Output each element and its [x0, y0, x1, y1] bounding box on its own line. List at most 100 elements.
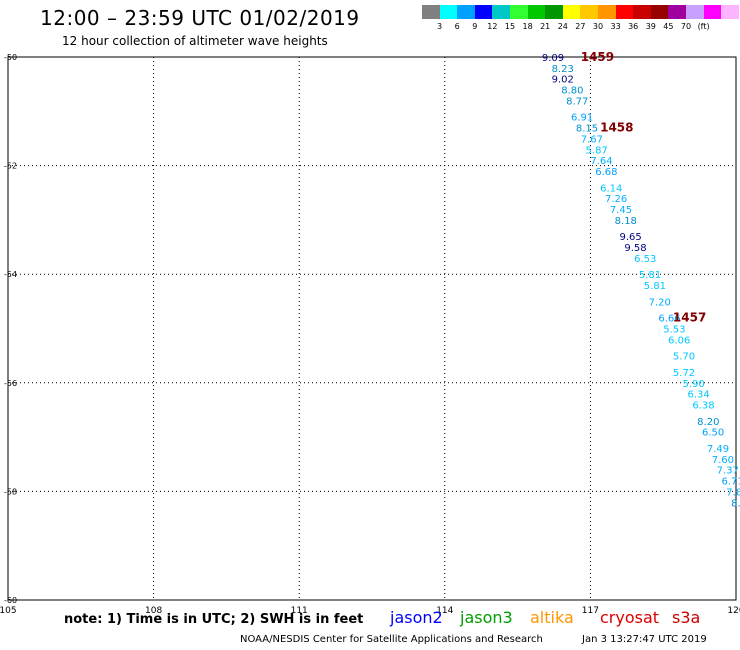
wave-height-value: 9.02 — [552, 75, 574, 86]
wave-height-value: 7.26 — [605, 194, 627, 205]
color-scale-label: 27 — [575, 22, 586, 31]
color-swatch — [650, 5, 669, 19]
wave-height-value: 6.14 — [600, 183, 622, 194]
pass-time-label: 1457 — [673, 311, 706, 325]
wave-height-value: 8.80 — [561, 86, 583, 97]
wave-height-value: 5.53 — [663, 325, 685, 336]
color-scale-label: 3 — [437, 22, 443, 31]
longitude-label: 108 — [145, 606, 162, 616]
wave-height-value: 6.50 — [702, 428, 724, 439]
color-swatch — [545, 5, 563, 19]
color-swatch — [580, 5, 598, 19]
wave-height-value: 6.68 — [595, 167, 617, 178]
satellite-jason3: jason3 — [460, 608, 513, 627]
wave-height-value: 7.67 — [581, 134, 603, 145]
satellite-altika: altika — [530, 608, 574, 627]
wave-height-value: 6.91 — [571, 113, 593, 124]
color-swatch — [685, 5, 704, 19]
latitude-label: -50 — [4, 53, 17, 62]
color-scale-label: 21 — [540, 22, 551, 31]
color-swatch — [492, 5, 510, 19]
longitude-label: 114 — [436, 606, 453, 616]
satellite-cryosat: cryosat — [600, 608, 660, 627]
wave-height-value: 5.90 — [683, 379, 705, 390]
wave-height-value: 6.66 — [658, 314, 680, 325]
wave-height-value: 6.71 — [721, 477, 740, 488]
color-swatch — [474, 5, 493, 19]
color-swatch — [721, 5, 739, 19]
wave-height-value: 8. — [731, 498, 740, 509]
color-swatch — [562, 5, 581, 19]
latitude-label: -60 — [4, 596, 17, 605]
satellite-s3a: s3a — [672, 608, 701, 627]
wave-height-value: 7.64 — [590, 156, 612, 167]
wave-height-value: 7.49 — [707, 444, 729, 455]
wave-height-value: 6.34 — [687, 390, 709, 401]
color-scale-label: 36 — [628, 22, 639, 31]
wave-height-value: 9.09 — [542, 53, 564, 64]
color-swatch — [703, 5, 722, 19]
pass-time-label: 1459 — [581, 50, 614, 64]
color-scale-label: 39 — [645, 22, 656, 31]
longitude-label: 105 — [0, 606, 17, 616]
color-swatch — [509, 5, 528, 19]
latitude-label: -58 — [4, 487, 17, 496]
wave-height-value: 8.20 — [697, 417, 719, 428]
color-scale-label: 70 — [680, 22, 692, 31]
color-scale-label: 18 — [522, 22, 533, 31]
color-swatch — [668, 5, 686, 19]
wave-height-value: 5.72 — [673, 368, 695, 379]
color-scale-label: 15 — [504, 22, 516, 31]
wave-height-value: 8.15 — [576, 124, 598, 135]
longitude-label: 120 — [727, 606, 740, 616]
color-scale-swatches — [422, 5, 740, 19]
color-swatch — [527, 5, 546, 19]
wave-height-value: 8.18 — [615, 216, 637, 227]
color-swatch — [615, 5, 634, 19]
credit-line: NOAA/NESDIS Center for Satellite Applica… — [240, 634, 543, 645]
color-scale-label: 45 — [663, 22, 674, 31]
wave-height-value: 7.45 — [610, 205, 632, 216]
color-scale-label: 30 — [592, 22, 604, 31]
wave-height-value: 5.81 — [644, 281, 666, 292]
latitude-label: -56 — [4, 379, 17, 388]
latitude-label: -52 — [4, 162, 17, 171]
wave-height-value: 5.81 — [639, 270, 661, 281]
satellite-jason2: jason2 — [390, 608, 443, 627]
color-swatch — [597, 5, 616, 19]
color-scale-label: 12 — [487, 22, 498, 31]
latitude-label: -54 — [4, 270, 17, 279]
wave-height-value: 5.70 — [673, 352, 695, 363]
wave-height-value: 9.58 — [624, 243, 646, 254]
wave-height-value: 6.38 — [692, 401, 714, 412]
wave-height-value: 6.53 — [634, 254, 656, 265]
wave-height-value: 9.65 — [620, 232, 642, 243]
wave-height-value: 8.77 — [566, 96, 588, 107]
wave-height-value: 7.20 — [649, 297, 671, 308]
generation-timestamp: Jan 3 13:27:47 UTC 2019 — [582, 634, 707, 645]
color-scale-label: 33 — [610, 22, 621, 31]
color-swatch — [422, 5, 440, 19]
longitude-label: 117 — [582, 606, 599, 616]
color-swatch — [633, 5, 651, 19]
page-subtitle: 12 hour collection of altimeter wave hei… — [62, 34, 328, 48]
wave-height-value: 7.37 — [717, 466, 739, 477]
page-title: 12:00 – 23:59 UTC 01/02/2019 — [40, 6, 360, 30]
wave-height-value: 7.60 — [712, 455, 734, 466]
color-scale-legend: 3 6 9 12 15 18 21 24 27 30 33 36 39 45 70 (ft) — [422, 5, 740, 35]
color-scale-label: (ft) — [697, 22, 710, 31]
color-scale-label: 6 — [454, 22, 460, 31]
color-swatch — [439, 5, 458, 19]
color-swatch — [457, 5, 475, 19]
color-scale-label: 24 — [557, 22, 568, 31]
wave-height-value: 7.8 — [726, 487, 740, 498]
wave-height-value: 8.23 — [552, 64, 574, 75]
wave-height-value: 6.06 — [668, 335, 690, 346]
wave-height-value: 5.87 — [586, 145, 608, 156]
color-scale-labels: 3 6 9 12 15 18 21 24 27 30 33 36 39 45 70 (ft) — [422, 19, 740, 33]
color-scale-label: 9 — [472, 22, 478, 31]
footer-note: note: 1) Time is in UTC; 2) SWH is in fe… — [64, 612, 364, 627]
map-frame — [7, 56, 737, 601]
pass-time-label: 1458 — [600, 121, 633, 135]
